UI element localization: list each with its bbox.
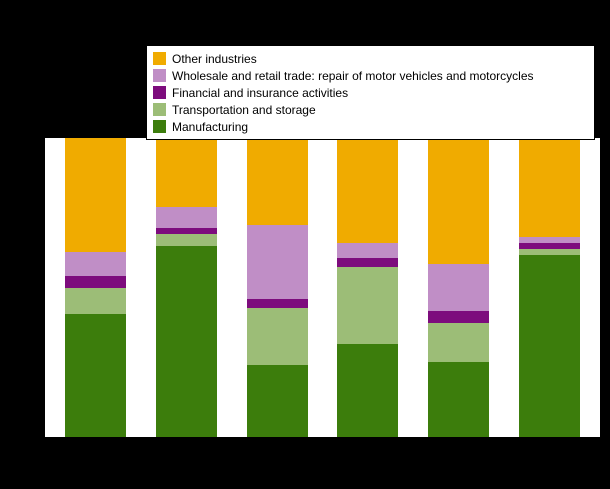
legend-label: Financial and insurance activities: [172, 85, 349, 100]
legend-item: Manufacturing: [153, 118, 588, 135]
stacked-bar: [155, 138, 217, 437]
bar-segment: [428, 362, 490, 437]
bar-segment: [65, 287, 126, 315]
legend-label: Manufacturing: [172, 119, 249, 134]
legend-swatch: [153, 52, 166, 65]
bar-segment: [155, 233, 217, 246]
bar-segment: [65, 275, 126, 288]
bar-segment: [155, 138, 217, 207]
bar-segment: [337, 242, 399, 258]
bar-segment: [155, 206, 217, 228]
bar-segment: [246, 365, 308, 437]
plot-area: [45, 138, 600, 437]
bar-segment: [428, 263, 490, 312]
bar-segment: [337, 266, 399, 345]
legend-label: Other industries: [172, 51, 257, 66]
bar-segment: [518, 242, 580, 249]
stacked-bar: [246, 138, 308, 437]
bar-segment: [65, 251, 126, 276]
bar-segment: [246, 224, 308, 300]
stacked-bar: [428, 138, 490, 437]
legend-item: Transportation and storage: [153, 101, 588, 118]
bar-segment: [337, 257, 399, 267]
bar-segment: [337, 344, 399, 437]
stacked-bar: [65, 138, 126, 437]
bar-segment: [428, 138, 490, 264]
legend-item: Wholesale and retail trade: repair of mo…: [153, 67, 588, 84]
bar-segment: [65, 314, 126, 437]
bar-segment: [337, 138, 399, 243]
chart-legend: Other industries Wholesale and retail tra…: [146, 45, 595, 140]
bar-segment: [518, 254, 580, 437]
bar-segment: [518, 236, 580, 243]
bar-segment: [246, 299, 308, 309]
legend-item: Other industries: [153, 50, 588, 67]
legend-swatch: [153, 103, 166, 116]
bar-segment: [428, 323, 490, 363]
bar-segment: [518, 138, 580, 237]
legend-label: Transportation and storage: [172, 102, 316, 117]
bar-segment: [155, 227, 217, 234]
legend-label: Wholesale and retail trade: repair of mo…: [172, 68, 534, 83]
legend-swatch: [153, 120, 166, 133]
bar-segment: [155, 245, 217, 437]
bar-segment: [65, 138, 126, 252]
legend-item: Financial and insurance activities: [153, 84, 588, 101]
stacked-bar: [337, 138, 399, 437]
bar-segment: [518, 248, 580, 255]
bar-segment: [246, 308, 308, 366]
legend-swatch: [153, 69, 166, 82]
bar-segment: [428, 311, 490, 324]
legend-swatch: [153, 86, 166, 99]
stacked-bar: [518, 138, 580, 437]
bar-segment: [246, 138, 308, 225]
